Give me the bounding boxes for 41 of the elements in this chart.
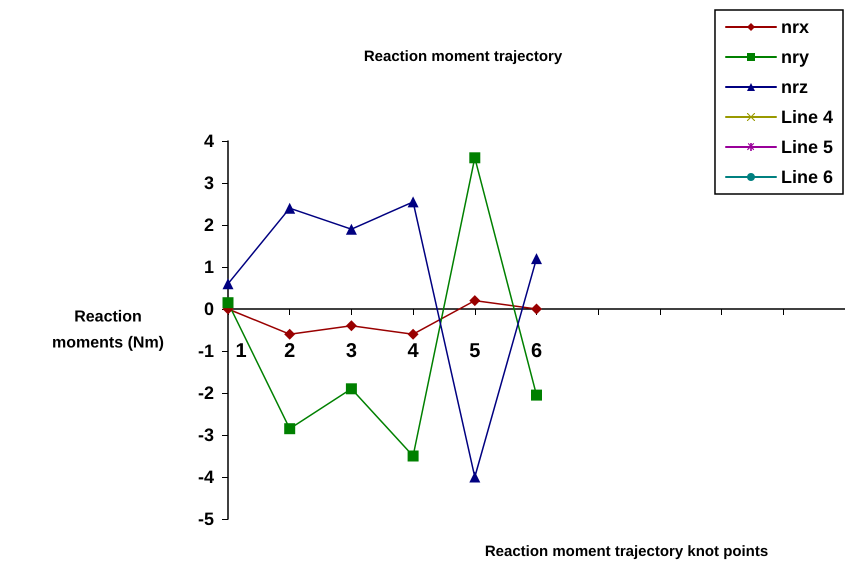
x-tick-label: 3 [346, 340, 357, 362]
legend-label: Line 6 [780, 167, 833, 187]
point [408, 196, 419, 208]
chart-title: Reaction moment trajectory [364, 48, 563, 65]
y-tick-label: -5 [198, 509, 214, 529]
point [469, 295, 480, 306]
y-tick-label: -2 [198, 383, 214, 403]
legend-label: nrx [780, 17, 809, 37]
point [346, 224, 357, 235]
y-tick-label: 1 [204, 257, 214, 277]
x-tick-label: 5 [469, 340, 480, 362]
y-tick-label: 3 [204, 173, 214, 193]
x-axis-title: Reaction moment trajectory knot points [484, 543, 768, 560]
point [408, 450, 419, 462]
y-axis-title: Reaction moments (Nm) [52, 308, 164, 352]
legend-label: nrz [780, 77, 808, 97]
point [346, 383, 357, 394]
point [284, 423, 296, 434]
y-tick-label: -4 [198, 467, 214, 487]
y-tick-label: 4 [204, 131, 214, 151]
point [531, 253, 542, 264]
x-tick-label: 6 [530, 340, 542, 362]
point [284, 202, 296, 214]
point [531, 304, 542, 314]
point [222, 278, 234, 290]
y-tick-label: 2 [204, 215, 214, 235]
y-tick-label: -1 [198, 341, 214, 361]
point [408, 328, 419, 340]
point [469, 472, 480, 482]
y-tick-label: 0 [204, 299, 214, 319]
x-tick-label: 1 [235, 340, 247, 362]
x-tick-label: 2 [284, 340, 296, 362]
point [346, 320, 357, 332]
x-tick-label: 4 [408, 340, 420, 362]
point [284, 328, 296, 340]
y-tick-label: -3 [198, 425, 214, 445]
point [469, 152, 480, 164]
point [531, 390, 542, 401]
legend-label: Line 4 [780, 107, 833, 127]
legend-label: Line 5 [780, 137, 833, 157]
legend-label: nry [780, 47, 809, 67]
